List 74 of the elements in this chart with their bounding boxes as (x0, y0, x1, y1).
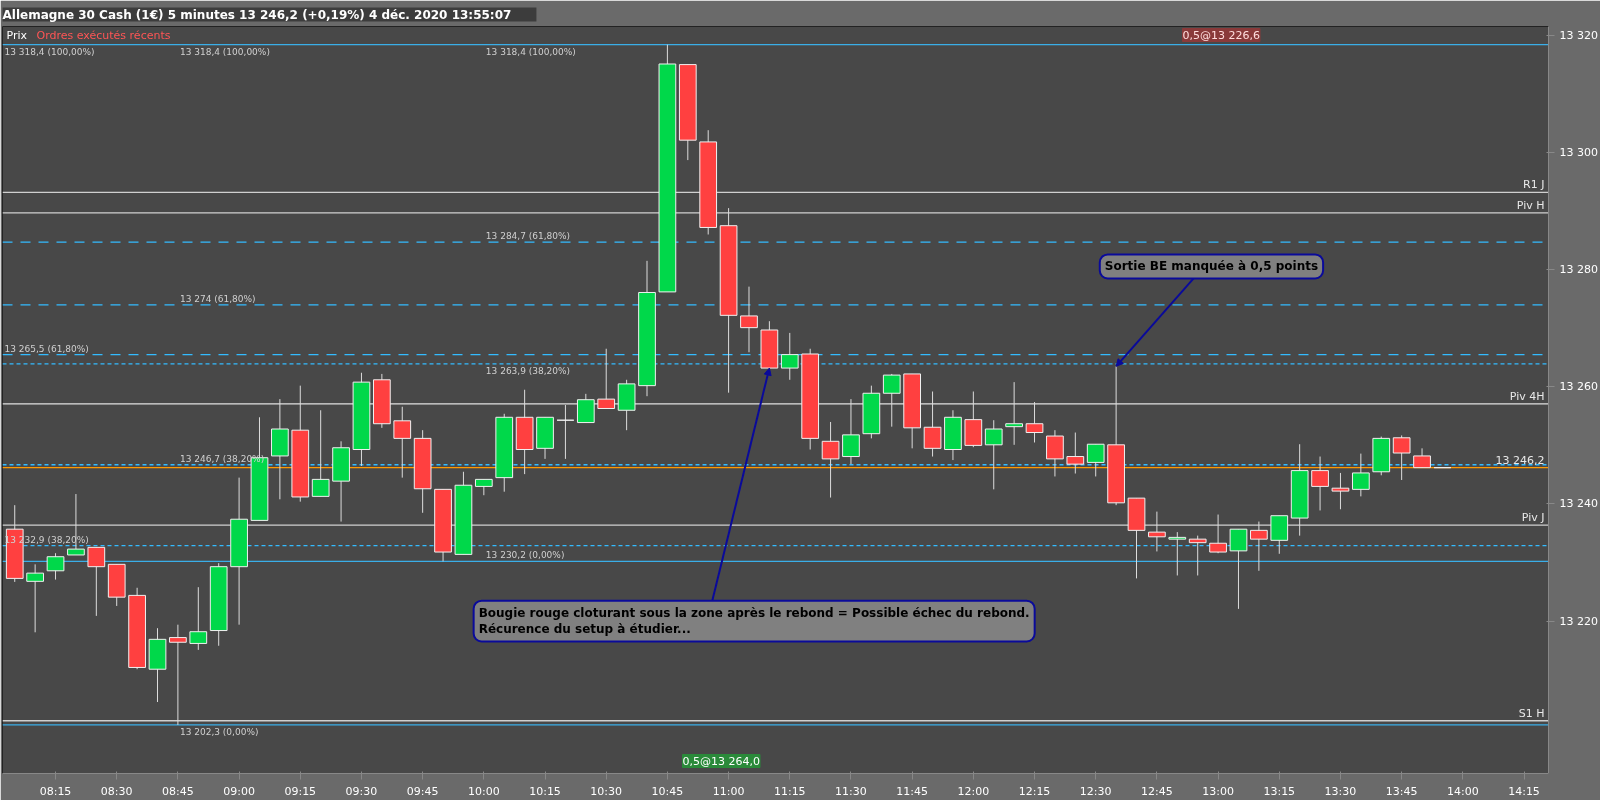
candlestick (780, 332, 799, 381)
candlestick (1066, 432, 1085, 475)
x-tick-label: 14:00 (1446, 784, 1479, 798)
annotation: 13 265,5 (61,80%) (4, 343, 89, 354)
y-tick-label: 13 220 (1559, 614, 1598, 628)
x-tick-label: 11:00 (712, 784, 745, 798)
x-tick-label: 12:45 (1141, 784, 1173, 798)
x-tick-label: 12:15 (1018, 784, 1051, 798)
x-tick-label: 08:15 (39, 784, 72, 798)
x-tick-label: 09:45 (406, 784, 439, 798)
annotation: 13 263,9 (38,20%) (485, 365, 571, 376)
candlestick (740, 286, 758, 353)
y-tick-label: 13 300 (1559, 145, 1598, 159)
annotation: 0,5@13 226,6 (1182, 28, 1260, 42)
x-tick-label: 09:15 (284, 784, 317, 798)
candlestick (1168, 531, 1187, 576)
x-tick-label: 10:00 (467, 784, 500, 798)
x-tick-label: 11:30 (835, 784, 867, 798)
annotation: 13 318,4 (100,00%) (4, 46, 95, 57)
x-tick-label: 08:30 (100, 784, 133, 798)
chart-title: Allemagne 30 Cash (1€) 5 minutes 13 246,2 (+0,19%) 4 déc. 2020 13:55:07 (2, 7, 512, 22)
y-tick-label: 13 280 (1559, 263, 1598, 277)
candlestick (1413, 447, 1431, 469)
x-tick-label: 13:15 (1263, 784, 1296, 798)
x-tick-label: 13:30 (1324, 784, 1357, 798)
candlestick (1046, 429, 1064, 477)
candlestick (984, 419, 1003, 490)
candlestick (1188, 535, 1207, 576)
annotation: Ordres exécutés récents (36, 28, 171, 42)
x-tick-label: 12:00 (957, 784, 990, 798)
annotation: 13 202,3 (0,00%) (179, 726, 259, 737)
x-tick-label: 10:45 (651, 784, 684, 798)
annotation: Bougie rouge cloturant sous la zone après le rebond = Possible échec du rebond. Récurence du setup à étudier... (478, 605, 1030, 637)
x-tick-label: 11:45 (896, 784, 928, 798)
candlestick (1331, 472, 1350, 510)
x-tick-label: 11:15 (773, 784, 806, 798)
annotation: Sortie BE manquée à 0,5 points (1104, 259, 1319, 274)
candlestick (393, 406, 412, 479)
ref-line-label: Piv 4H (1509, 389, 1545, 403)
annotation: 0,5@13 264,0 (682, 754, 760, 768)
candlestick (26, 563, 44, 633)
y-tick-label: 13 320 (1559, 28, 1598, 42)
candlestick (87, 546, 106, 617)
candlestick (1311, 456, 1329, 511)
x-tick-label: 13:00 (1202, 784, 1234, 798)
candlestick (46, 552, 65, 581)
x-tick-label: 10:15 (529, 784, 561, 798)
annotation: 13 318,4 (100,00%) (485, 46, 576, 57)
candlestick (1229, 528, 1248, 610)
candlestick (821, 421, 840, 499)
annotation: 13 318,4 (100,00%) (179, 46, 270, 57)
y-tick-label: 13 240 (1559, 497, 1598, 511)
x-tick-label: 10:30 (590, 784, 623, 798)
y-tick-label: 13 260 (1559, 380, 1598, 394)
annotation: 13 274 (61,80%) (179, 293, 256, 304)
x-tick-label: 14:15 (1508, 784, 1540, 798)
x-tick-label: 09:00 (223, 784, 255, 798)
candlestick (1392, 434, 1411, 481)
ref-line-label: Piv H (1516, 198, 1545, 212)
ref-line-label: R1 J (1523, 178, 1545, 192)
annotation: Prix (6, 28, 28, 42)
candlestick (189, 586, 208, 651)
x-tick-label: 08:45 (162, 784, 194, 798)
ref-line-label: 13 246,2 (1495, 453, 1545, 467)
ref-line-label: Piv J (1521, 511, 1545, 525)
candlestick (1352, 453, 1370, 497)
candlestick (311, 409, 330, 497)
x-tick-label: 12:30 (1079, 784, 1112, 798)
ref-line-label: S1 H (1518, 706, 1545, 720)
annotation: 13 230,2 (0,00%) (485, 550, 565, 561)
candlestick (1086, 443, 1105, 477)
x-tick-label: 09:30 (345, 784, 378, 798)
x-tick-label: 13:45 (1385, 784, 1418, 798)
annotation: 13 284,7 (61,80%) (485, 231, 571, 242)
